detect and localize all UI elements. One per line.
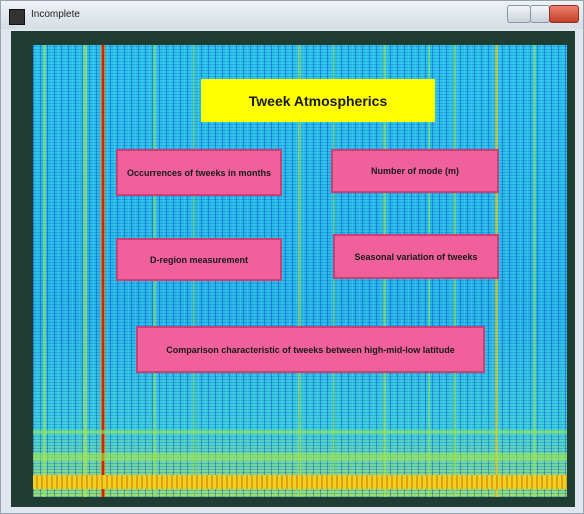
page: {"window": {"title": "Incomplete"}, "app… bbox=[0, 0, 584, 514]
title-bar: Incomplete bbox=[1, 1, 583, 29]
menu-button[interactable]: Comparison characteristic of tweeks betw… bbox=[136, 326, 485, 373]
menu-button[interactable]: Occurrences of tweeks in months bbox=[116, 149, 282, 196]
menu-button[interactable]: Seasonal variation of tweeks bbox=[333, 234, 499, 279]
window-title: Incomplete bbox=[31, 9, 80, 20]
app-heading: Tweek Atmospherics bbox=[201, 79, 435, 122]
frame: Tweek Atmospherics Occurrences of tweeks… bbox=[11, 31, 575, 507]
menu-button[interactable]: D-region measurement bbox=[116, 238, 282, 281]
app-window: Incomplete Tweek Atmospherics Occurrence… bbox=[0, 0, 584, 514]
minimize-button[interactable] bbox=[507, 5, 531, 23]
app-icon bbox=[9, 9, 25, 25]
close-button[interactable] bbox=[549, 5, 579, 23]
menu-button[interactable]: Number of mode (m) bbox=[331, 149, 499, 193]
spectrogram: Tweek Atmospherics Occurrences of tweeks… bbox=[33, 45, 567, 497]
maximize-button[interactable] bbox=[530, 5, 550, 23]
